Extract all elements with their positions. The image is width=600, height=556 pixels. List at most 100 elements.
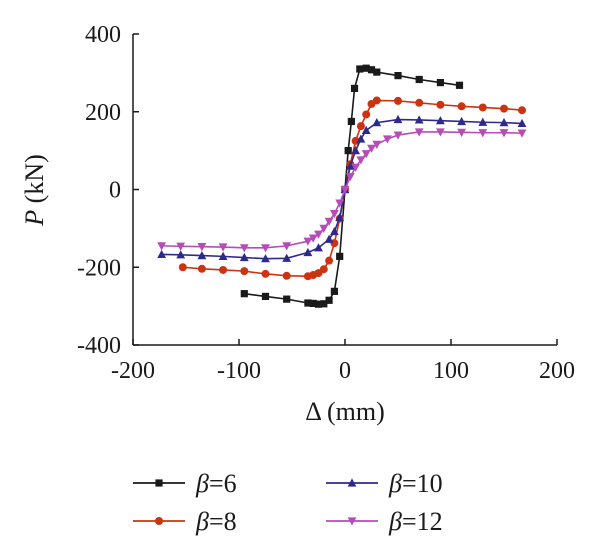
data-point [345, 173, 355, 182]
legend-item: β=6 [133, 469, 237, 498]
data-point [361, 125, 371, 135]
data-point [335, 199, 345, 208]
y-axis-title: P (kN) [20, 154, 49, 226]
legend-label: β=6 [195, 469, 237, 498]
data-point [197, 264, 206, 273]
data-point [457, 102, 466, 111]
data-point [330, 210, 339, 219]
y-tick-label: -200 [77, 255, 121, 281]
data-point [324, 234, 334, 243]
data-point [314, 300, 323, 308]
data-point [362, 64, 370, 72]
data-point [330, 287, 338, 295]
data-point [356, 65, 364, 73]
data-point [325, 296, 333, 304]
data-point [340, 185, 350, 195]
legend-label: β=12 [388, 507, 443, 536]
data-point [314, 230, 323, 239]
data-point [344, 147, 352, 155]
data-point [157, 249, 167, 259]
data-point [197, 250, 207, 260]
legend-marker [155, 479, 163, 487]
data-point [478, 117, 488, 126]
y-axis-unit: (kN) [20, 154, 49, 210]
data-point [176, 250, 186, 259]
legend-value: =6 [209, 469, 237, 498]
data-point [157, 242, 167, 251]
data-point [350, 84, 359, 93]
legend: β=6β=8β=10β=12 [133, 469, 443, 536]
data-point [324, 217, 334, 226]
data-point [351, 136, 360, 145]
data-point [517, 129, 527, 138]
data-point [330, 226, 339, 236]
y-tick-label: 400 [85, 22, 121, 48]
data-point [499, 118, 509, 127]
data-point [383, 135, 392, 144]
data-point [415, 98, 424, 107]
x-axis-title: Δ (mm) [305, 397, 385, 426]
data-point [372, 118, 382, 127]
data-point [393, 131, 403, 140]
data-point [345, 161, 355, 170]
data-point [261, 292, 270, 301]
data-point [282, 271, 291, 280]
svg-text:P (kN): P (kN) [20, 154, 49, 226]
legend-marker [347, 517, 357, 526]
legend-symbol: β [195, 507, 209, 536]
data-point [356, 156, 366, 165]
data-point [372, 140, 382, 150]
data-point [394, 96, 402, 105]
data-point [436, 100, 445, 109]
data-point [351, 146, 360, 155]
data-point [414, 115, 424, 124]
data-point [347, 117, 355, 126]
data-point [282, 253, 292, 262]
data-point [219, 265, 228, 274]
x-tick-label: -200 [111, 358, 155, 384]
legend-value: =8 [209, 507, 237, 536]
data-point [436, 78, 444, 87]
data-point [176, 242, 186, 251]
legend-symbol: β [195, 469, 209, 498]
data-point [499, 129, 509, 138]
data-point [336, 252, 344, 260]
data-point [319, 224, 329, 233]
legend-marker [155, 517, 163, 525]
data-point [436, 128, 445, 137]
data-point [457, 128, 466, 137]
y-tick-label: -400 [77, 333, 121, 359]
data-point [362, 110, 371, 119]
data-point [517, 118, 527, 128]
legend-marker [347, 478, 357, 487]
data-point [197, 243, 207, 252]
data-point [325, 256, 334, 265]
data-point [178, 263, 187, 272]
data-point [218, 251, 228, 260]
data-point [457, 116, 466, 126]
data-point [361, 150, 371, 159]
series-line [182, 99, 523, 277]
data-point [261, 269, 270, 278]
y-tick-label: 0 [109, 178, 121, 204]
series-4 [157, 128, 527, 253]
data-point [320, 300, 328, 308]
legend-symbol: β [388, 469, 402, 498]
data-point [500, 104, 508, 113]
data-point [373, 68, 381, 76]
x-tick-label: 100 [433, 358, 469, 384]
data-point [261, 244, 270, 253]
x-tick-label: 0 [339, 358, 351, 384]
data-point [518, 106, 527, 115]
data-point [303, 237, 313, 246]
data-point [372, 96, 381, 105]
legend-item: β=10 [326, 469, 443, 498]
legend-value: =12 [402, 507, 443, 536]
data-point [367, 144, 376, 153]
data-point [335, 212, 345, 222]
data-point [455, 81, 464, 89]
data-point [393, 114, 403, 124]
legend-value: =10 [402, 469, 443, 498]
data-point [240, 290, 248, 298]
